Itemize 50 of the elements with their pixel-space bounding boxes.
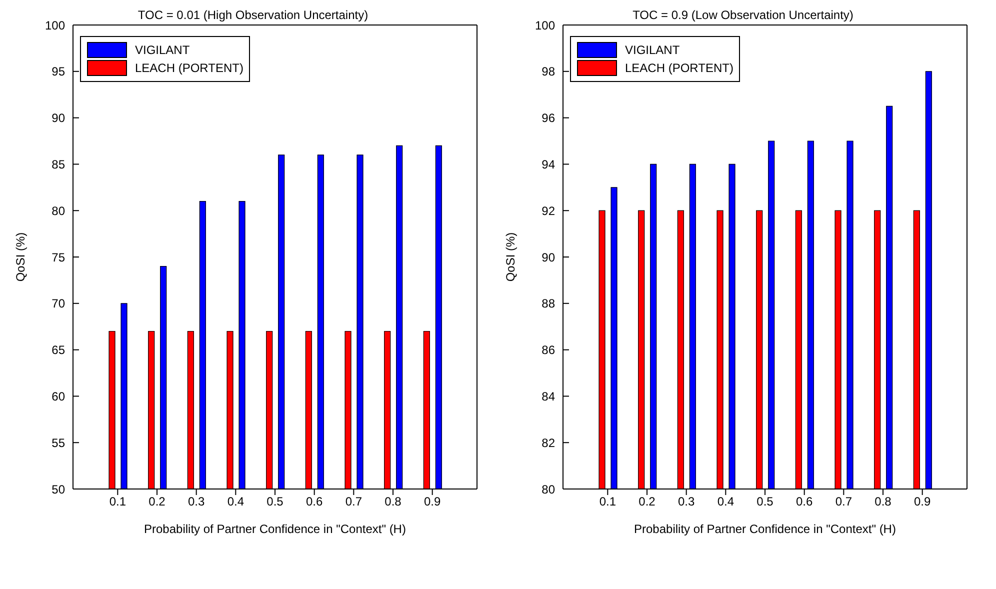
y-tick-label: 88 xyxy=(542,296,556,311)
y-tick-label: 90 xyxy=(52,111,66,126)
y-tick-label: 65 xyxy=(52,343,66,358)
legend-label: LEACH (PORTENT) xyxy=(625,61,734,75)
x-axis-title: Probability of Partner Confidence in "Context" (H) xyxy=(634,522,896,536)
x-tick-label: 0.3 xyxy=(678,494,695,509)
y-tick-label: 86 xyxy=(542,343,556,358)
y-tick-label: 95 xyxy=(52,64,66,79)
x-tick-label: 0.4 xyxy=(717,494,734,509)
y-tick-label: 82 xyxy=(542,436,556,450)
y-tick-label: 94 xyxy=(542,157,556,172)
x-tick-label: 0.8 xyxy=(874,494,892,509)
x-axis-title: Probability of Partner Confidence in "Context" (H) xyxy=(144,522,406,536)
y-tick-label: 85 xyxy=(52,157,66,172)
x-tick-label: 0.8 xyxy=(384,494,402,509)
y-tick-label: 70 xyxy=(52,296,66,311)
x-tick-label: 0.6 xyxy=(306,494,323,509)
y-tick-label: 60 xyxy=(52,389,66,404)
y-tick-label: 96 xyxy=(542,111,556,126)
y-tick-label: 98 xyxy=(542,64,556,79)
x-tick-label: 0.3 xyxy=(188,494,205,509)
x-tick-label: 0.5 xyxy=(756,494,774,509)
y-tick-label: 75 xyxy=(52,250,66,264)
y-tick-label: 50 xyxy=(52,482,66,496)
y-tick-label: 55 xyxy=(52,436,66,450)
y-axis-title: QoSI (%) xyxy=(503,232,518,282)
x-tick-label: 0.6 xyxy=(796,494,813,509)
legend-label: VIGILANT xyxy=(625,43,680,57)
y-tick-label: 90 xyxy=(542,250,556,264)
y-tick-label: 100 xyxy=(534,18,556,32)
x-tick-label: 0.2 xyxy=(638,494,656,509)
x-tick-label: 0.9 xyxy=(914,494,931,509)
y-tick-label: 80 xyxy=(52,204,66,218)
y-tick-label: 84 xyxy=(542,389,556,404)
x-tick-label: 0.2 xyxy=(148,494,166,509)
x-tick-label: 0.1 xyxy=(109,494,126,509)
chart-title: TOC = 0.9 (Low Observation Uncertainty) xyxy=(632,8,854,22)
y-axis-title: QoSI (%) xyxy=(13,232,28,282)
x-tick-label: 0.5 xyxy=(266,494,284,509)
x-tick-label: 0.7 xyxy=(835,494,852,509)
y-tick-label: 80 xyxy=(542,482,556,496)
x-tick-label: 0.7 xyxy=(345,494,362,509)
y-tick-label: 100 xyxy=(44,18,66,32)
legend-label: LEACH (PORTENT) xyxy=(135,61,244,75)
y-tick-label: 92 xyxy=(542,204,556,218)
x-tick-label: 0.1 xyxy=(599,494,616,509)
legend-label: VIGILANT xyxy=(135,43,190,57)
x-tick-label: 0.4 xyxy=(227,494,244,509)
x-tick-label: 0.9 xyxy=(424,494,441,509)
chart-title: TOC = 0.01 (High Observation Uncertainty) xyxy=(138,8,368,22)
